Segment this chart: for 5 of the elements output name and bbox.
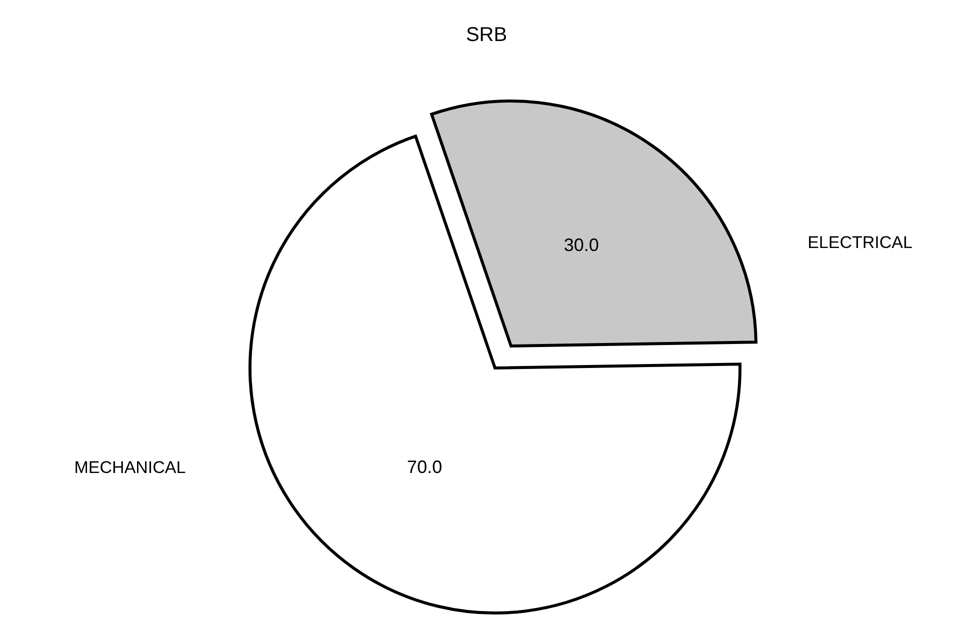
chart-title: SRB bbox=[466, 24, 508, 46]
data-label: 70.0 bbox=[407, 457, 442, 478]
data-label: 30.0 bbox=[564, 234, 599, 255]
slice-label: MECHANICAL bbox=[74, 458, 186, 478]
slice-label: ELECTRICAL bbox=[808, 232, 912, 252]
